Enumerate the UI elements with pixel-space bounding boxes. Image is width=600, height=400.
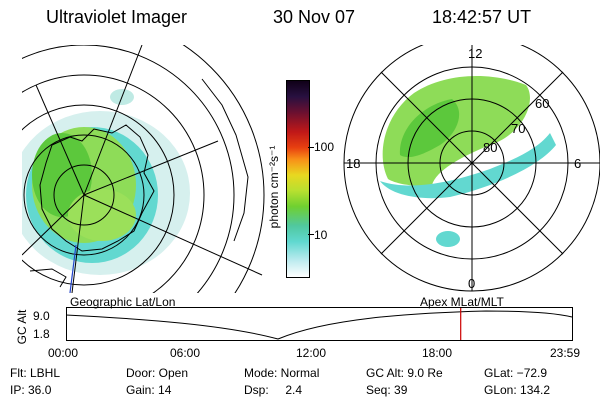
mlt-label-6: 6 — [574, 156, 582, 171]
time-label: 18:42:57 UT — [432, 7, 532, 27]
time-tick-2359: 23:59 — [550, 346, 581, 360]
status-glon: GLon: 134.2 — [484, 383, 551, 397]
status-dsp: Dsp: 2.4 — [244, 383, 303, 397]
mlt-label-18: 18 — [346, 156, 361, 171]
status-door: Door: Open — [126, 366, 189, 380]
colorbar — [286, 80, 310, 278]
mlat-label-80: 80 — [483, 140, 498, 155]
instrument-title: Ultraviolet Imager — [46, 7, 188, 27]
time-tick-1800: 18:00 — [422, 346, 453, 360]
aurora-emission-right — [380, 75, 556, 247]
status-filter: Flt: LBHL — [10, 366, 61, 380]
mlat-label-70: 70 — [511, 121, 526, 136]
colorbar-unit-label: photon cm⁻²s⁻¹ — [267, 145, 281, 229]
colorbar-tick-label-10: 10 — [314, 228, 328, 242]
altitude-plot — [66, 307, 573, 341]
colorbar-tick-10 — [308, 234, 314, 235]
time-tick-0600: 06:00 — [170, 346, 201, 360]
altitude-tick-1-8: 1.8 — [33, 327, 50, 341]
terminator-line — [69, 244, 77, 293]
altitude-tick-9-0: 9.0 — [33, 309, 50, 323]
geographic-grid — [22, 45, 265, 293]
date-label: 30 Nov 07 — [273, 7, 356, 27]
left-panel-caption: Geographic Lat/Lon — [70, 295, 176, 309]
colorbar-tick-100 — [308, 147, 314, 148]
status-glat: GLat: −72.9 — [484, 366, 548, 380]
antarctica-coastline — [29, 78, 249, 288]
time-tick-1200: 12:00 — [296, 346, 327, 360]
colorbar-tick-label-100: 100 — [314, 140, 335, 154]
status-mode: Mode: Normal — [244, 366, 320, 380]
status-gc-alt: GC Alt: 9.0 Re — [366, 366, 443, 380]
status-ip: IP: 36.0 — [10, 383, 52, 397]
magnetic-image-panel — [343, 45, 600, 292]
mlat-grid — [343, 45, 600, 292]
time-tick-0000: 00:00 — [48, 346, 79, 360]
status-seq: Seq: 39 — [366, 383, 408, 397]
mlat-label-60: 60 — [535, 96, 550, 111]
mlt-label-12: 12 — [468, 46, 483, 61]
geographic-image-panel — [22, 45, 265, 293]
mlt-label-0: 0 — [468, 276, 476, 291]
status-gain: Gain: 14 — [126, 383, 172, 397]
right-panel-caption: Apex MLat/MLT — [420, 295, 504, 309]
altitude-axis-label: GC Alt — [15, 309, 29, 345]
